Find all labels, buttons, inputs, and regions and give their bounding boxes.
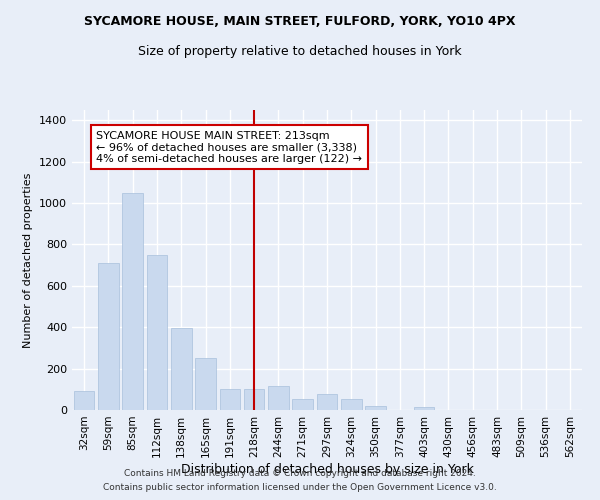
Text: SYCAMORE HOUSE, MAIN STREET, FULFORD, YORK, YO10 4PX: SYCAMORE HOUSE, MAIN STREET, FULFORD, YO…: [84, 15, 516, 28]
Bar: [122, 193, 143, 410]
Bar: [98, 263, 119, 410]
Bar: [220, 390, 240, 410]
Bar: [146, 255, 167, 410]
Y-axis label: Number of detached properties: Number of detached properties: [23, 172, 34, 348]
Bar: [292, 398, 313, 410]
Bar: [317, 394, 337, 410]
Text: Contains HM Land Registry data © Crown copyright and database right 2024.: Contains HM Land Registry data © Crown c…: [124, 468, 476, 477]
Bar: [414, 407, 434, 410]
Text: SYCAMORE HOUSE MAIN STREET: 213sqm
← 96% of detached houses are smaller (3,338)
: SYCAMORE HOUSE MAIN STREET: 213sqm ← 96%…: [96, 130, 362, 164]
Bar: [268, 386, 289, 410]
Text: Size of property relative to detached houses in York: Size of property relative to detached ho…: [138, 45, 462, 58]
Text: Contains public sector information licensed under the Open Government Licence v3: Contains public sector information licen…: [103, 484, 497, 492]
Bar: [195, 358, 216, 410]
Bar: [244, 390, 265, 410]
Bar: [74, 392, 94, 410]
Bar: [341, 398, 362, 410]
X-axis label: Distribution of detached houses by size in York: Distribution of detached houses by size …: [181, 462, 473, 475]
Bar: [171, 328, 191, 410]
Bar: [365, 406, 386, 410]
